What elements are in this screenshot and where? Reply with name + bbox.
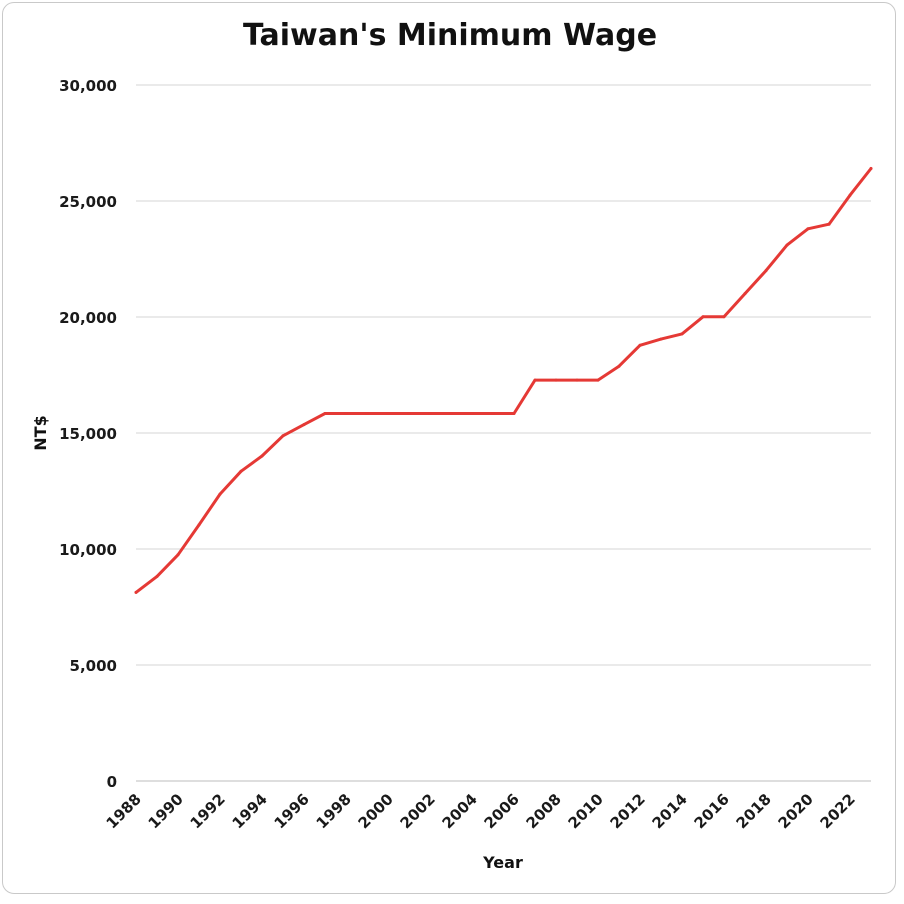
chart-card <box>2 2 896 894</box>
data-point <box>827 222 831 226</box>
data-point <box>281 434 285 438</box>
data-point <box>302 423 306 427</box>
data-point <box>470 412 474 415</box>
data-point <box>533 378 537 382</box>
x-tick-label: 2006 <box>481 790 523 832</box>
x-tick-label: 1990 <box>145 790 187 832</box>
y-tick-label: 20,000 <box>59 309 117 327</box>
y-tick-label: 25,000 <box>59 193 117 211</box>
data-point <box>869 167 873 170</box>
x-tick-label: 2016 <box>691 790 733 832</box>
data-point <box>596 378 600 382</box>
data-point <box>806 227 810 231</box>
x-tick-label: 1992 <box>187 790 229 832</box>
y-tick-label: 15,000 <box>59 425 117 443</box>
chart-title: Taiwan's Minimum Wage <box>242 18 658 53</box>
x-tick-label: 2020 <box>775 790 817 832</box>
data-point <box>617 364 621 368</box>
series-line <box>134 167 873 594</box>
x-tick-label: 2022 <box>817 790 859 832</box>
x-tick-label: 2014 <box>649 790 691 832</box>
x-tick-label: 2000 <box>355 790 397 832</box>
data-point <box>239 469 243 473</box>
data-point <box>722 315 726 319</box>
x-axis-title: Year <box>482 853 523 872</box>
data-point <box>176 553 180 557</box>
series-layer <box>134 167 873 594</box>
y-tick-label: 0 <box>107 773 117 791</box>
data-point <box>764 269 768 273</box>
data-point <box>365 412 369 415</box>
x-tick-label: 1996 <box>271 790 313 832</box>
y-tick-label: 30,000 <box>59 77 117 95</box>
data-point <box>134 590 138 594</box>
data-point <box>680 332 684 336</box>
gridlines <box>136 84 871 782</box>
data-point <box>848 193 852 197</box>
data-point <box>785 243 789 247</box>
data-point <box>386 412 390 415</box>
data-point <box>218 492 222 496</box>
data-point <box>491 412 495 415</box>
data-point <box>260 454 264 458</box>
data-point <box>407 412 411 415</box>
y-tick-label: 10,000 <box>59 541 117 559</box>
data-point <box>575 378 579 382</box>
x-tick-label: 2012 <box>607 790 649 832</box>
x-tick-label: 1998 <box>313 790 355 832</box>
x-tick-label: 2018 <box>733 790 775 832</box>
x-tick-label: 2008 <box>523 790 565 832</box>
y-axis-title: NT$ <box>31 415 50 450</box>
x-axis-ticks: 1988 1990 1992 1994 1996 1998 2000 2002 2004 2006… <box>103 790 859 832</box>
data-point <box>197 523 201 527</box>
data-point <box>512 412 516 415</box>
data-point <box>344 412 348 415</box>
data-point <box>659 337 663 341</box>
data-point <box>554 378 558 382</box>
y-tick-label: 5,000 <box>70 657 117 675</box>
x-tick-label: 2004 <box>439 790 481 832</box>
data-point <box>155 574 159 578</box>
data-point <box>701 315 705 319</box>
y-axis-ticks: 0 5,000 10,000 15,000 20,000 25,000 30,000 <box>59 77 117 791</box>
x-tick-label: 1994 <box>229 790 271 832</box>
data-point <box>449 412 453 415</box>
x-tick-label: 2010 <box>565 790 607 832</box>
data-point <box>428 412 432 415</box>
x-tick-label: 2002 <box>397 790 439 832</box>
x-tick-label: 1988 <box>103 790 145 832</box>
data-point <box>323 412 327 415</box>
data-point <box>743 292 747 296</box>
data-point <box>638 343 642 347</box>
